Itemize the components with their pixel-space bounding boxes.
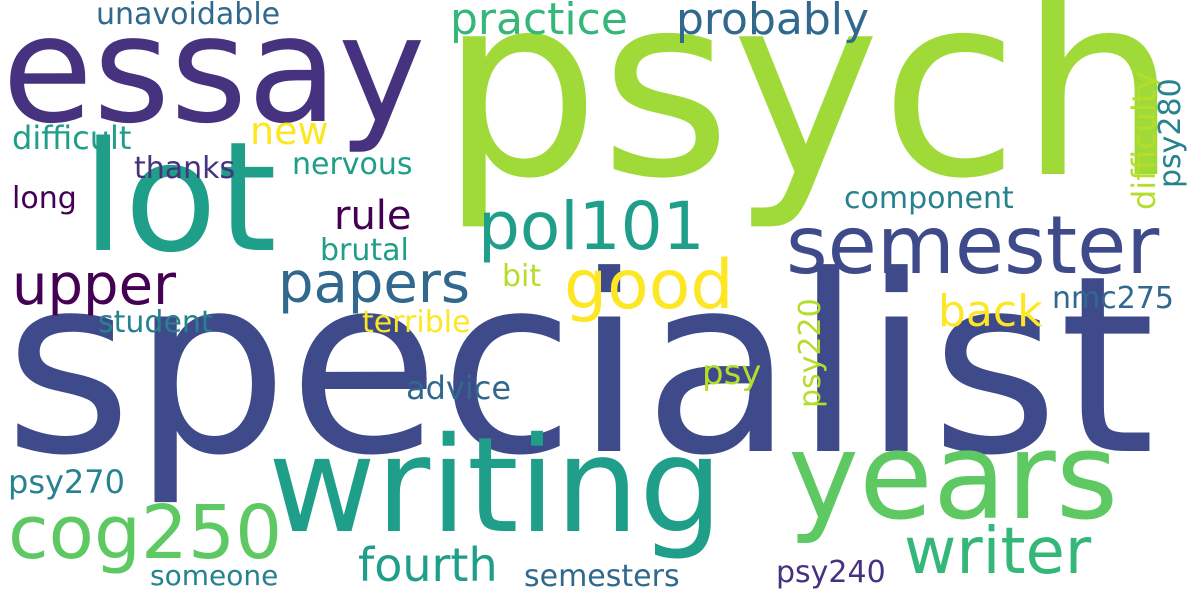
- word-psy240: psy240: [776, 555, 886, 590]
- word-new: new: [250, 109, 329, 153]
- word-someone: someone: [150, 559, 279, 592]
- word-long: long: [12, 181, 77, 216]
- word-unavoidable: unavoidable: [96, 0, 281, 32]
- word-nmc275: nmc275: [1052, 281, 1174, 316]
- word-writing: writing: [268, 409, 723, 563]
- word-specialist: specialist: [4, 224, 1156, 510]
- word-brutal: brutal: [320, 233, 409, 268]
- word-upper: upper: [12, 253, 177, 318]
- word-essay: essay: [2, 0, 426, 156]
- word-years: years: [788, 408, 1119, 547]
- word-fourth: fourth: [358, 538, 498, 592]
- word-psy280: psy280: [1153, 78, 1188, 188]
- word-practice: practice: [450, 0, 628, 45]
- word-rule: rule: [334, 193, 412, 239]
- word-cog250: cog250: [8, 490, 283, 576]
- word-papers: papers: [278, 251, 471, 316]
- word-student: student: [98, 305, 213, 340]
- word-lot: lot: [82, 109, 277, 286]
- word-writer: writer: [904, 515, 1092, 589]
- word-back: back: [938, 286, 1043, 337]
- word-bit: bit: [502, 259, 542, 294]
- word-semester: semester: [786, 199, 1160, 292]
- word-psy270: psy270: [8, 463, 125, 501]
- word-probably: probably: [676, 0, 870, 45]
- word-psych: psych: [440, 0, 1179, 234]
- word-semesters: semesters: [524, 559, 680, 594]
- word-component: component: [844, 181, 1014, 216]
- word-nervous: nervous: [292, 147, 413, 182]
- word-thanks: thanks: [134, 151, 236, 186]
- word-terrible: terrible: [362, 305, 471, 340]
- word-advice: advice: [406, 369, 512, 407]
- word-difficult: difficult: [12, 119, 132, 157]
- word-psy: psy: [702, 353, 762, 393]
- word-pol101: pol101: [478, 188, 705, 265]
- word-good: good: [564, 246, 734, 325]
- word-psy220: psy220: [793, 298, 828, 408]
